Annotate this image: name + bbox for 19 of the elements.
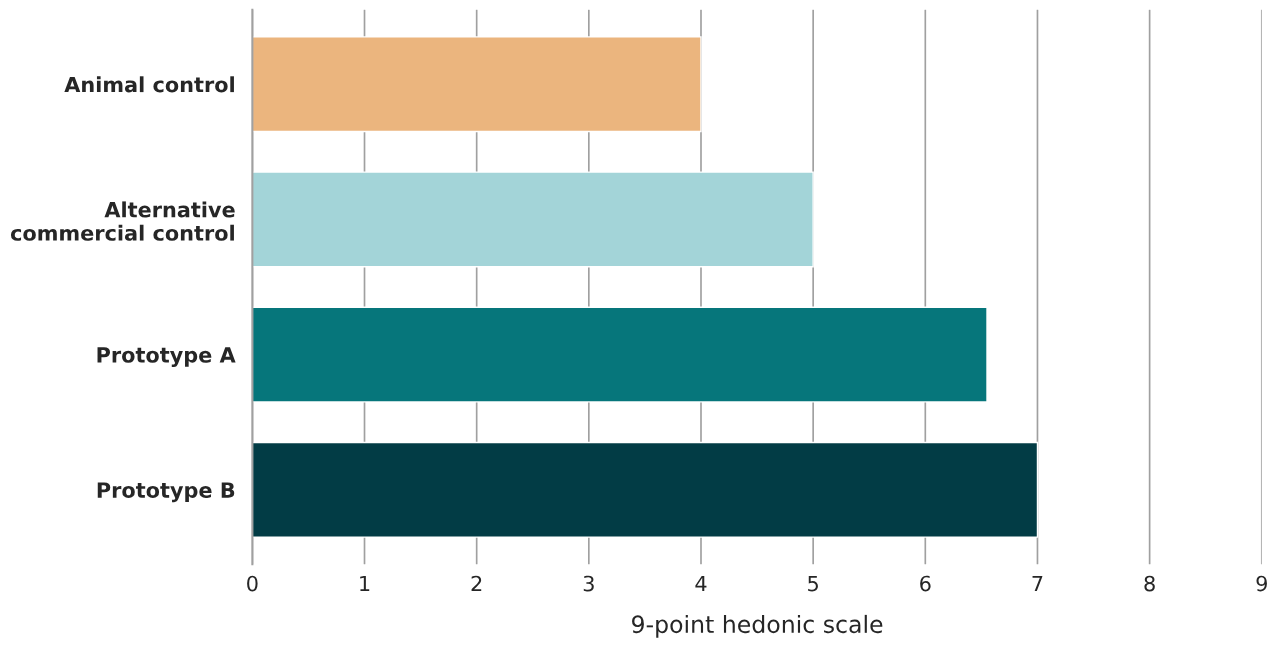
y-tick-label: Animal control bbox=[64, 76, 234, 93]
x-tick-label: 3 bbox=[583, 575, 594, 592]
x-tick-label: 4 bbox=[695, 575, 707, 592]
bar bbox=[252, 171, 814, 268]
x-tick-label: 9 bbox=[1256, 575, 1267, 592]
bar bbox=[252, 441, 1039, 538]
x-tick-label: 2 bbox=[471, 575, 482, 592]
x-tick-label: 0 bbox=[247, 575, 258, 592]
bar bbox=[252, 306, 988, 403]
y-tick-label: Alternative commercial control bbox=[10, 201, 235, 241]
x-tick-label: 5 bbox=[808, 575, 818, 592]
y-tick-label: Prototype B bbox=[97, 482, 235, 503]
x-tick-label: 7 bbox=[1032, 575, 1043, 592]
y-tick-label: Prototype A bbox=[97, 347, 236, 367]
bar bbox=[252, 36, 702, 133]
x-axis-title: 9-point hedonic scale bbox=[632, 614, 883, 638]
x-tick-label: 6 bbox=[920, 575, 931, 592]
x-tick-label: 8 bbox=[1144, 575, 1155, 592]
x-tick-label: 1 bbox=[360, 575, 370, 592]
